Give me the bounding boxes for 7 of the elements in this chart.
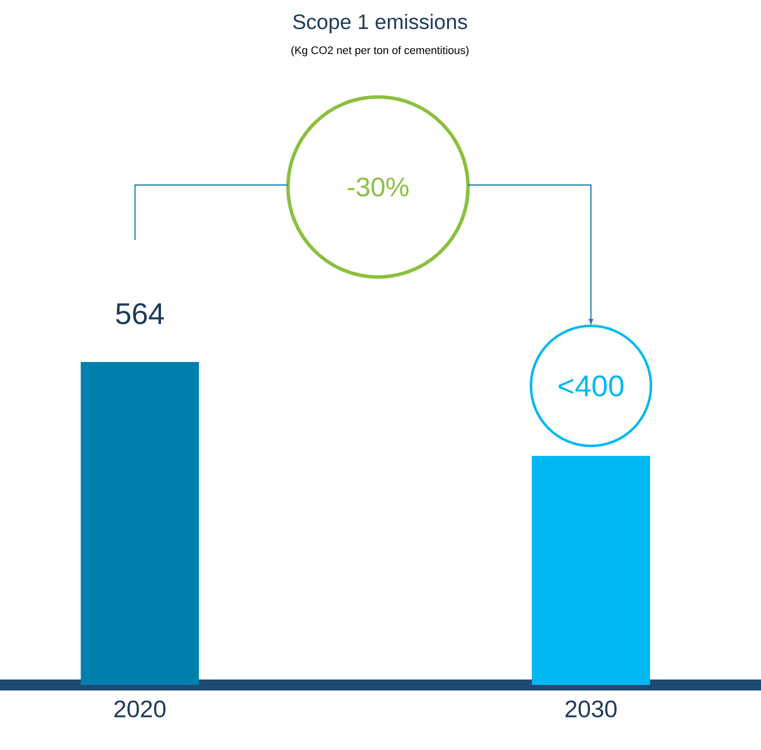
data-label: 564 bbox=[116, 303, 164, 324]
x-tick-label: 2020 bbox=[114, 700, 166, 718]
chart-title: Scope 1 emissions bbox=[293, 14, 467, 34]
text: -30% bbox=[348, 177, 408, 197]
chart-subtitle: (Kg CO2 net per ton of cementitious) bbox=[291, 46, 469, 56]
x-tick-label: 2030 bbox=[566, 700, 617, 718]
data-label: <400 bbox=[558, 375, 624, 396]
